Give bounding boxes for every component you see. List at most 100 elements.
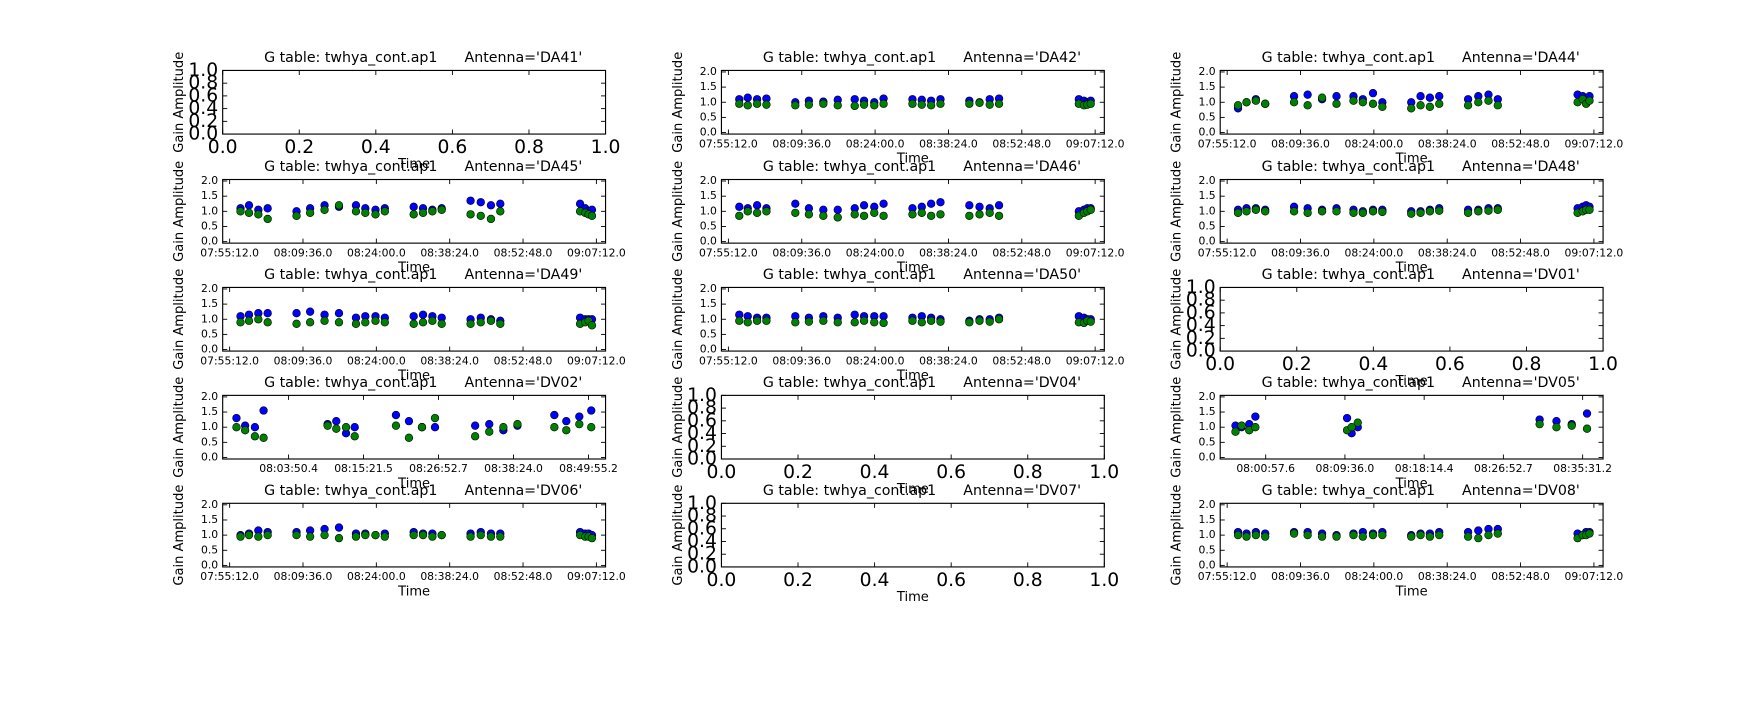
data-point: [320, 316, 329, 325]
data-point: [917, 208, 926, 217]
data-point: [1463, 208, 1473, 217]
data-point: [1086, 317, 1095, 326]
data-point: [263, 309, 272, 318]
data-point: [833, 205, 842, 214]
y-tick-label: 1.0: [1199, 204, 1216, 217]
x-tick-label: 08:09:36.0: [1316, 462, 1375, 475]
data-point: [418, 318, 428, 327]
data-point: [499, 423, 508, 432]
y-axis-label: Gain Amplitude: [671, 52, 686, 153]
data-point: [380, 532, 389, 541]
data-point: [1086, 99, 1095, 108]
y-tick-label: 0.5: [201, 543, 218, 556]
data-point: [380, 207, 389, 216]
subplot-title: G table: twhya_cont.ap1 Antenna='DV06': [264, 483, 582, 499]
y-tick-label: 0.8: [188, 73, 218, 94]
subplot-title: G table: twhya_cont.ap1 Antenna='DA50': [763, 267, 1081, 283]
data-point: [437, 319, 446, 328]
axes-background: [1220, 287, 1604, 352]
data-point: [917, 318, 926, 327]
data-point: [254, 315, 263, 324]
x-axis-label: Time: [896, 369, 929, 384]
data-point: [791, 101, 800, 110]
data-point: [936, 317, 945, 326]
y-tick-label: 1.5: [1199, 80, 1216, 93]
data-point: [404, 416, 414, 426]
data-point: [1332, 99, 1341, 108]
data-point: [1086, 205, 1095, 214]
y-axis-label: Gain Amplitude: [671, 161, 686, 262]
axes-frame: [720, 394, 1105, 460]
x-axis-label: Time: [1395, 261, 1428, 276]
data-point: [471, 421, 480, 430]
data-point: [418, 208, 428, 217]
data-point: [1303, 530, 1312, 540]
data-point: [1493, 529, 1502, 538]
y-tick-label: 1.5: [700, 297, 717, 310]
data-point: [485, 420, 494, 429]
data-point: [351, 319, 361, 328]
data-point: [1237, 421, 1246, 430]
y-tick-label: 0.0: [201, 235, 218, 248]
subplot: 07:55:12.0 08:09:36.0 08:24:00.0 08:38:24.0…: [172, 267, 626, 384]
data-point: [409, 202, 418, 211]
x-tick-label: 0.8: [1013, 570, 1043, 591]
subplot-title: G table: twhya_cont.ap1 Antenna='DA49': [264, 267, 582, 283]
data-point: [1303, 90, 1312, 99]
data-point: [1378, 207, 1387, 217]
axes-background: [1220, 395, 1604, 460]
data-point: [409, 312, 418, 321]
data-point: [371, 530, 380, 540]
data-point: [743, 207, 752, 216]
x-tick-label: 0.4: [860, 570, 890, 591]
x-axis-label: Time: [397, 261, 430, 276]
x-tick-label: 07:55:12.0: [1198, 137, 1257, 150]
data-point: [1242, 532, 1251, 541]
y-tick-label: 0.0: [201, 558, 218, 571]
x-tick-label: 07:55:12.0: [1198, 570, 1257, 583]
subplot: 07:55:12.0 08:09:36.0 08:24:00.0 08:38:24.0…: [1170, 50, 1624, 167]
data-point: [320, 205, 329, 214]
x-tick-label: 09:07:12.0: [567, 354, 626, 367]
x-axis-label: Time: [1395, 584, 1428, 599]
y-axis-label: Gain Amplitude: [1170, 377, 1185, 478]
data-point: [926, 199, 936, 208]
data-point: [879, 99, 888, 108]
data-point: [850, 318, 859, 327]
x-tick-label: 0.0: [1205, 354, 1235, 375]
x-tick-label: 08:52:48.0: [992, 246, 1051, 259]
x-tick-label: 08:52:48.0: [1491, 246, 1550, 259]
subplot: 07:55:12.0 08:09:36.0 08:24:00.0 08:38:24.0…: [172, 159, 626, 276]
y-tick-label: 0.8: [687, 398, 717, 419]
x-tick-label: 08:09:36.0: [772, 354, 831, 367]
data-point: [236, 318, 245, 327]
x-tick-label: 08:09:36.0: [1271, 246, 1330, 259]
data-point: [466, 196, 475, 205]
y-tick-label: 0.2: [687, 436, 717, 457]
axes-background: [222, 70, 606, 135]
x-tick-label: 07:55:12.0: [699, 246, 758, 259]
data-point: [743, 318, 752, 327]
data-point: [587, 406, 596, 415]
data-point: [859, 211, 869, 221]
data-point: [550, 410, 559, 420]
data-point: [428, 207, 437, 216]
x-tick-label: 08:09:36.0: [274, 354, 333, 367]
x-tick-label: 08:24:00.0: [1345, 570, 1404, 583]
data-point: [735, 99, 744, 108]
x-tick-label: 09:07:12.0: [1066, 246, 1125, 259]
data-point: [361, 530, 370, 540]
axes-background: [222, 395, 606, 460]
data-point: [428, 316, 437, 325]
data-point: [1474, 534, 1483, 543]
x-tick-label: 0.6: [438, 137, 468, 158]
data-point: [391, 421, 401, 430]
x-tick-label: 08:26:52.7: [409, 462, 468, 475]
data-point: [292, 319, 301, 328]
y-axis-label: Gain Amplitude: [172, 161, 187, 262]
plot-area: [236, 307, 597, 330]
data-point: [975, 316, 984, 325]
plot-area: [735, 198, 1095, 222]
x-axis-label: Time: [397, 476, 430, 491]
y-tick-label: 0.6: [1186, 302, 1216, 323]
